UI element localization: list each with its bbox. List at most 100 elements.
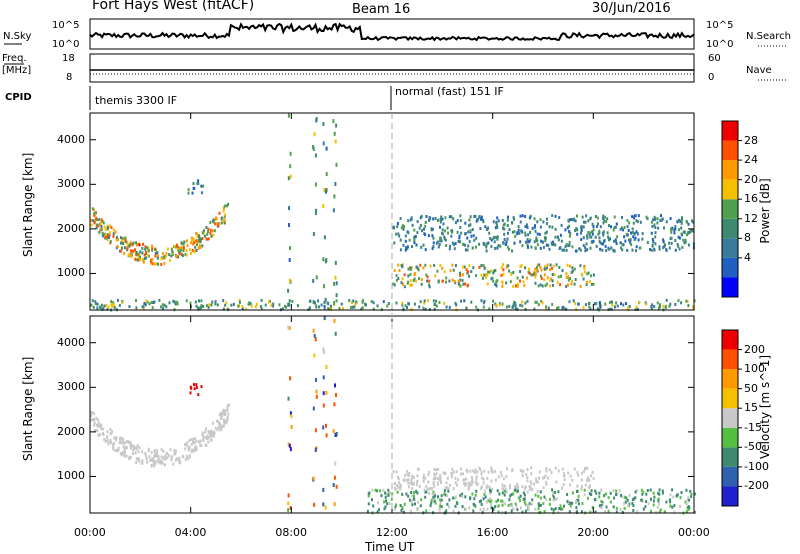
range-gate-cell (674, 248, 677, 252)
range-gate-cell (463, 482, 466, 485)
range-gate-cell (129, 243, 132, 247)
range-gate-cell (110, 300, 113, 303)
range-gate-cell (181, 454, 184, 458)
range-gate-cell (165, 252, 168, 256)
range-gate-cell (172, 462, 175, 466)
range-gate-cell (423, 488, 426, 492)
range-gate-cell (526, 225, 529, 229)
range-gate-cell (522, 280, 525, 284)
range-gate-cell (661, 489, 664, 493)
range-gate-cell (91, 207, 94, 211)
range-gate-cell (396, 475, 399, 479)
range-gate-cell (506, 237, 509, 241)
range-gate-cell (475, 219, 478, 223)
range-gate-cell (615, 242, 618, 246)
range-gate-cell (680, 226, 683, 230)
range-gate-cell (104, 235, 107, 239)
range-gate-cell (530, 472, 533, 476)
range-gate-cell (448, 247, 451, 251)
range-gate-cell (312, 147, 315, 151)
range-gate-cell (464, 483, 467, 487)
range-gate-cell (594, 235, 597, 239)
range-gate-cell (145, 251, 148, 254)
range-gate-cell (548, 502, 551, 506)
range-gate-cell (384, 491, 387, 495)
range-gate-cell (209, 220, 212, 224)
range-gate-cell (542, 245, 545, 249)
range-gate-cell (584, 249, 587, 253)
range-gate-cell (537, 507, 540, 511)
range-gate-cell (322, 425, 325, 430)
range-gate-cell (654, 226, 657, 229)
range-gate-cell (400, 509, 403, 512)
range-gate-cell (551, 303, 554, 306)
range-gate-cell (501, 491, 504, 495)
range-gate-cell (444, 216, 447, 220)
range-gate-cell (93, 221, 96, 225)
range-gate-cell (547, 306, 550, 310)
range-gate-cell (581, 478, 583, 482)
range-gate-cell (188, 248, 191, 252)
range-gate-cell (226, 416, 229, 420)
range-gate-cell (545, 243, 548, 247)
range-gate-cell (128, 457, 131, 461)
power-scatter (90, 113, 696, 312)
cpid-segment-1: themis 3300 IF (95, 94, 178, 107)
range-gate-cell (129, 446, 132, 450)
range-gate-cell (153, 449, 156, 453)
range-gate-cell (526, 299, 529, 303)
range-gate-cell (634, 490, 637, 494)
search-tick-bottom: 10^0 (706, 39, 734, 50)
range-gate-cell (323, 306, 326, 310)
range-gate-cell (396, 484, 399, 488)
range-gate-cell (384, 505, 387, 509)
range-gate-cell (635, 249, 637, 253)
y-tick-label: 3000 (57, 380, 85, 394)
range-gate-cell (609, 500, 612, 504)
range-gate-cell (399, 487, 402, 491)
range-gate-cell (182, 246, 185, 250)
range-gate-cell (332, 483, 335, 487)
range-gate-cell (433, 307, 436, 311)
range-gate-cell (407, 302, 410, 306)
range-gate-cell (486, 485, 489, 489)
range-gate-cell (135, 447, 138, 451)
range-gate-cell (515, 489, 518, 493)
range-gate-cell (536, 263, 539, 267)
range-gate-cell (124, 236, 127, 240)
range-gate-cell (582, 225, 585, 229)
range-gate-cell (481, 276, 484, 280)
range-gate-cell (340, 302, 343, 306)
range-gate-cell (677, 235, 680, 239)
range-gate-cell (407, 274, 410, 278)
range-gate-cell (433, 494, 436, 498)
range-gate-cell (521, 300, 524, 304)
range-gate-cell (328, 307, 331, 311)
range-gate-cell (452, 487, 455, 491)
range-gate-cell (212, 220, 215, 224)
range-gate-cell (523, 284, 526, 288)
range-gate-cell (407, 485, 410, 489)
range-gate-cell (125, 454, 128, 458)
range-gate-cell (610, 246, 613, 250)
range-gate-cell (323, 284, 325, 289)
range-gate-cell (511, 249, 513, 253)
range-gate-cell (539, 490, 542, 494)
range-gate-cell (115, 238, 118, 242)
range-gate-cell (145, 457, 148, 461)
range-gate-cell (561, 306, 564, 310)
range-gate-cell (165, 254, 168, 258)
range-gate-cell (216, 222, 219, 226)
range-gate-cell (225, 421, 228, 425)
range-gate-cell (603, 219, 606, 223)
range-gate-cell (499, 471, 502, 474)
range-gate-cell (398, 481, 401, 485)
range-gate-cell (490, 245, 493, 249)
range-gate-cell (579, 264, 582, 268)
range-gate-cell (456, 502, 459, 505)
range-gate-cell (154, 247, 157, 251)
range-gate-cell (91, 299, 94, 303)
range-gate-cell (159, 459, 162, 463)
range-gate-cell (334, 275, 337, 280)
range-gate-cell (206, 437, 209, 440)
